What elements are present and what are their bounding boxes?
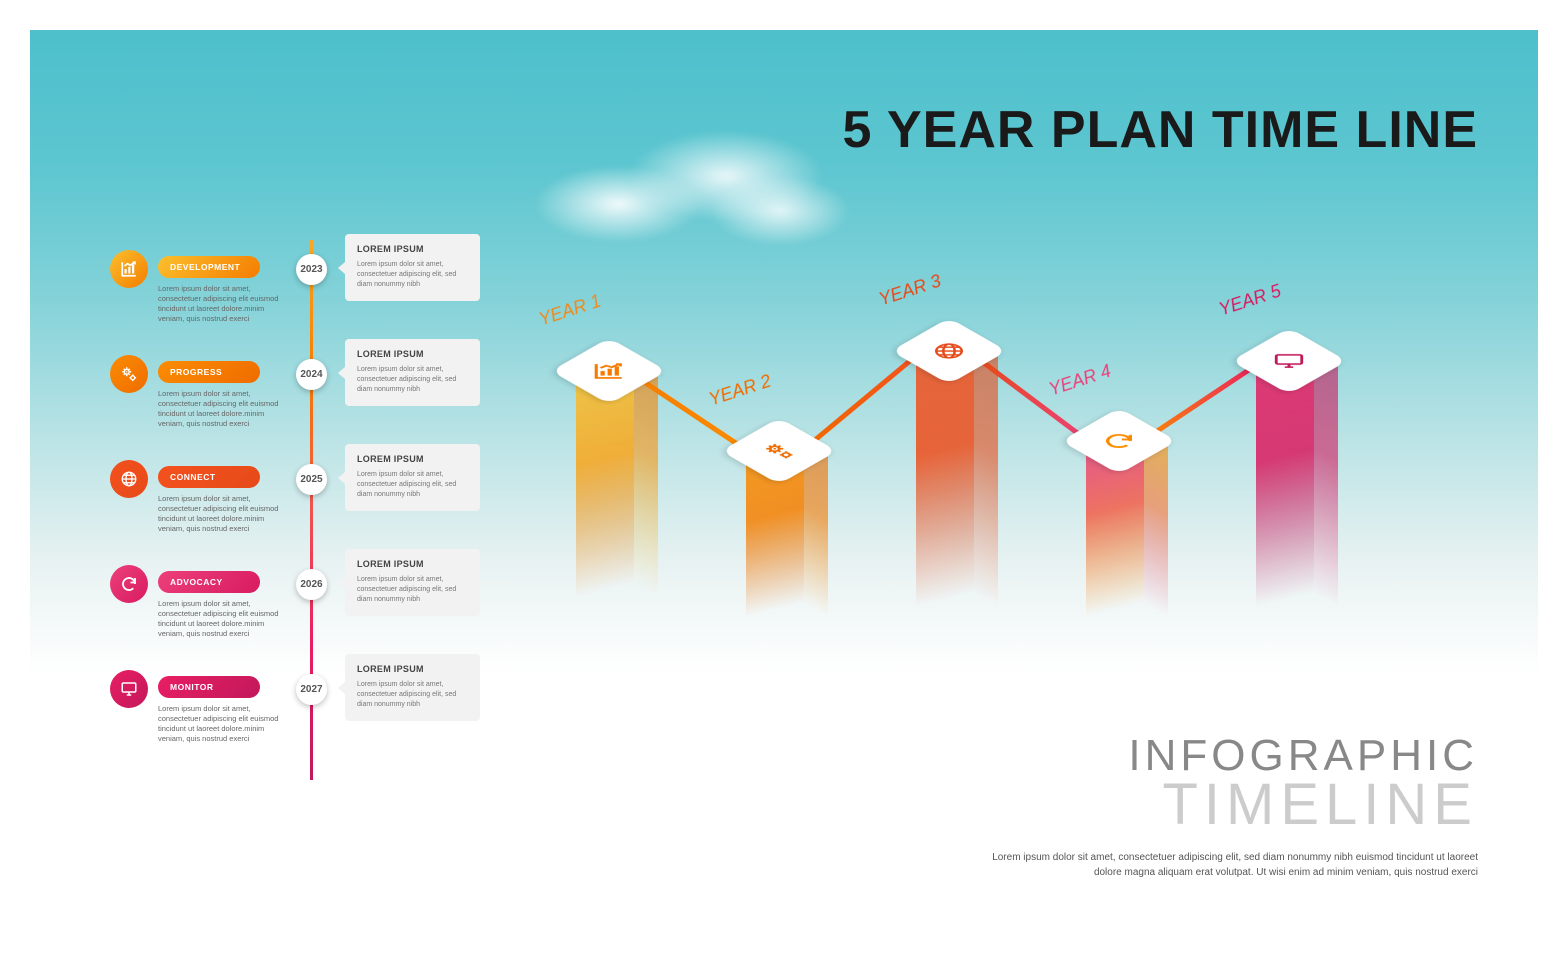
cloud-decoration [510, 120, 870, 260]
timeline-desc: Lorem ipsum dolor sit amet, consectetuer… [158, 284, 288, 325]
timeline-year-node: 2023 [296, 254, 327, 285]
main-title: 5 YEAR PLAN TIME LINE [843, 100, 1478, 160]
pillar-year-4: YEAR 4 [1070, 400, 1160, 610]
pillar-year-5: YEAR 5 [1240, 320, 1330, 600]
timeline-desc: Lorem ipsum dolor sit amet, consectetuer… [158, 599, 288, 640]
timeline-card: LOREM IPSUM Lorem ipsum dolor sit amet, … [345, 654, 480, 721]
timeline-pill: CONNECT [158, 466, 260, 488]
pillar-shaft-side [804, 444, 828, 617]
timeline-card-body: Lorem ipsum dolor sit amet, consectetuer… [357, 470, 468, 499]
timeline-desc: Lorem ipsum dolor sit amet, consectetuer… [158, 494, 288, 535]
pillar-label: YEAR 3 [876, 271, 943, 311]
pillar-shaft-side [974, 344, 998, 607]
pillar-shaft-side [1314, 354, 1338, 607]
footer-block: INFOGRAPHIC TIMELINE Lorem ipsum dolor s… [978, 734, 1478, 880]
timeline-card-title: LOREM IPSUM [357, 664, 468, 674]
timeline-card: LOREM IPSUM Lorem ipsum dolor sit amet, … [345, 444, 480, 511]
timeline-row-2027: MONITOR Lorem ipsum dolor sit amet, cons… [110, 660, 490, 740]
pillar-label: YEAR 2 [706, 371, 773, 411]
timeline-row-2026: ADVOCACY Lorem ipsum dolor sit amet, con… [110, 555, 490, 635]
timeline-row-2025: CONNECT Lorem ipsum dolor sit amet, cons… [110, 450, 490, 530]
gears-icon [110, 355, 148, 393]
pillar-shaft-side [1144, 434, 1168, 617]
timeline-card-body: Lorem ipsum dolor sit amet, consectetuer… [357, 575, 468, 604]
timeline-card-title: LOREM IPSUM [357, 454, 468, 464]
timeline-pill: DEVELOPMENT [158, 256, 260, 278]
timeline-year-node: 2025 [296, 464, 327, 495]
timeline-card-body: Lorem ipsum dolor sit amet, consectetuer… [357, 260, 468, 289]
timeline-card-title: LOREM IPSUM [357, 349, 468, 359]
timeline-year-node: 2024 [296, 359, 327, 390]
pillar-shaft-side [634, 364, 658, 597]
monitor-icon [110, 670, 148, 708]
vertical-timeline: DEVELOPMENT Lorem ipsum dolor sit amet, … [110, 240, 490, 780]
pillar-label: YEAR 1 [536, 291, 603, 331]
footer-body: Lorem ipsum dolor sit amet, consectetuer… [978, 850, 1478, 880]
timeline-card-body: Lorem ipsum dolor sit amet, consectetuer… [357, 365, 468, 394]
timeline-desc: Lorem ipsum dolor sit amet, consectetuer… [158, 704, 288, 745]
timeline-card: LOREM IPSUM Lorem ipsum dolor sit amet, … [345, 339, 480, 406]
timeline-row-2024: PROGRESS Lorem ipsum dolor sit amet, con… [110, 345, 490, 425]
pillar-label: YEAR 5 [1216, 281, 1283, 321]
timeline-pill: ADVOCACY [158, 571, 260, 593]
timeline-row-2023: DEVELOPMENT Lorem ipsum dolor sit amet, … [110, 240, 490, 320]
pillar-year-1: YEAR 1 [560, 330, 650, 590]
chart-icon [110, 250, 148, 288]
pillar-year-2: YEAR 2 [730, 410, 820, 610]
pillar-chart: YEAR 1 YEAR 2 YEAR 3 YEAR 4 YEAR 5 [520, 290, 1370, 690]
pillar-label: YEAR 4 [1046, 361, 1113, 401]
globe-icon [110, 460, 148, 498]
timeline-card-title: LOREM IPSUM [357, 244, 468, 254]
timeline-card: LOREM IPSUM Lorem ipsum dolor sit amet, … [345, 549, 480, 616]
refresh-icon [110, 565, 148, 603]
timeline-pill: MONITOR [158, 676, 260, 698]
timeline-year-node: 2027 [296, 674, 327, 705]
timeline-desc: Lorem ipsum dolor sit amet, consectetuer… [158, 389, 288, 430]
timeline-card-body: Lorem ipsum dolor sit amet, consectetuer… [357, 680, 468, 709]
infographic-canvas: 5 YEAR PLAN TIME LINE DEVELOPMENT Lorem … [30, 30, 1538, 950]
timeline-pill: PROGRESS [158, 361, 260, 383]
footer-title-2: TIMELINE [978, 776, 1478, 834]
timeline-card-title: LOREM IPSUM [357, 559, 468, 569]
pillar-year-3: YEAR 3 [900, 310, 990, 600]
pillar-shaft [916, 343, 974, 607]
timeline-card: LOREM IPSUM Lorem ipsum dolor sit amet, … [345, 234, 480, 301]
timeline-year-node: 2026 [296, 569, 327, 600]
